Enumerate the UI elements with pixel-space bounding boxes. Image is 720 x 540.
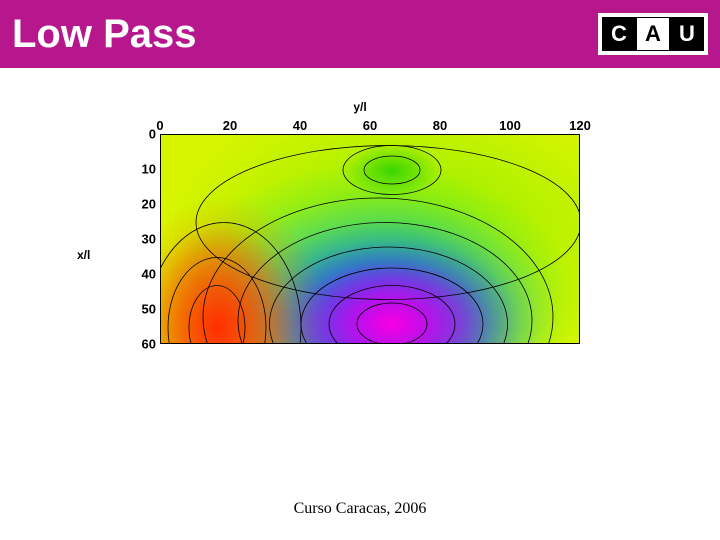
x-ticks: 020406080100120 <box>160 118 580 132</box>
x-tick: 40 <box>293 118 307 133</box>
x-tick: 80 <box>433 118 447 133</box>
y-tick: 10 <box>142 162 156 177</box>
y-tick: 60 <box>142 337 156 352</box>
x-tick: 20 <box>223 118 237 133</box>
logo-a: A <box>636 17 670 51</box>
heatmap-plot <box>160 134 580 344</box>
y-tick: 40 <box>142 267 156 282</box>
logo-c: C <box>602 17 636 51</box>
x-tick: 0 <box>156 118 163 133</box>
x-tick: 60 <box>363 118 377 133</box>
y-tick: 20 <box>142 197 156 212</box>
page-title: Low Pass <box>12 12 197 57</box>
y-tick: 0 <box>149 127 156 142</box>
y-axis-title: x/l <box>77 248 90 262</box>
logo-u: U <box>670 17 704 51</box>
y-ticks: 0102030405060 <box>125 134 160 344</box>
cau-logo: C A U <box>598 13 708 55</box>
heatmap-chart: y/l x/l 020406080100120 0102030405060 <box>125 120 595 390</box>
title-bar: Low Pass C A U <box>0 0 720 68</box>
y-tick: 50 <box>142 302 156 317</box>
x-axis-title: y/l <box>353 100 366 114</box>
y-tick: 30 <box>142 232 156 247</box>
x-tick: 120 <box>569 118 591 133</box>
x-tick: 100 <box>499 118 521 133</box>
footer-caption: Curso Caracas, 2006 <box>0 500 720 518</box>
